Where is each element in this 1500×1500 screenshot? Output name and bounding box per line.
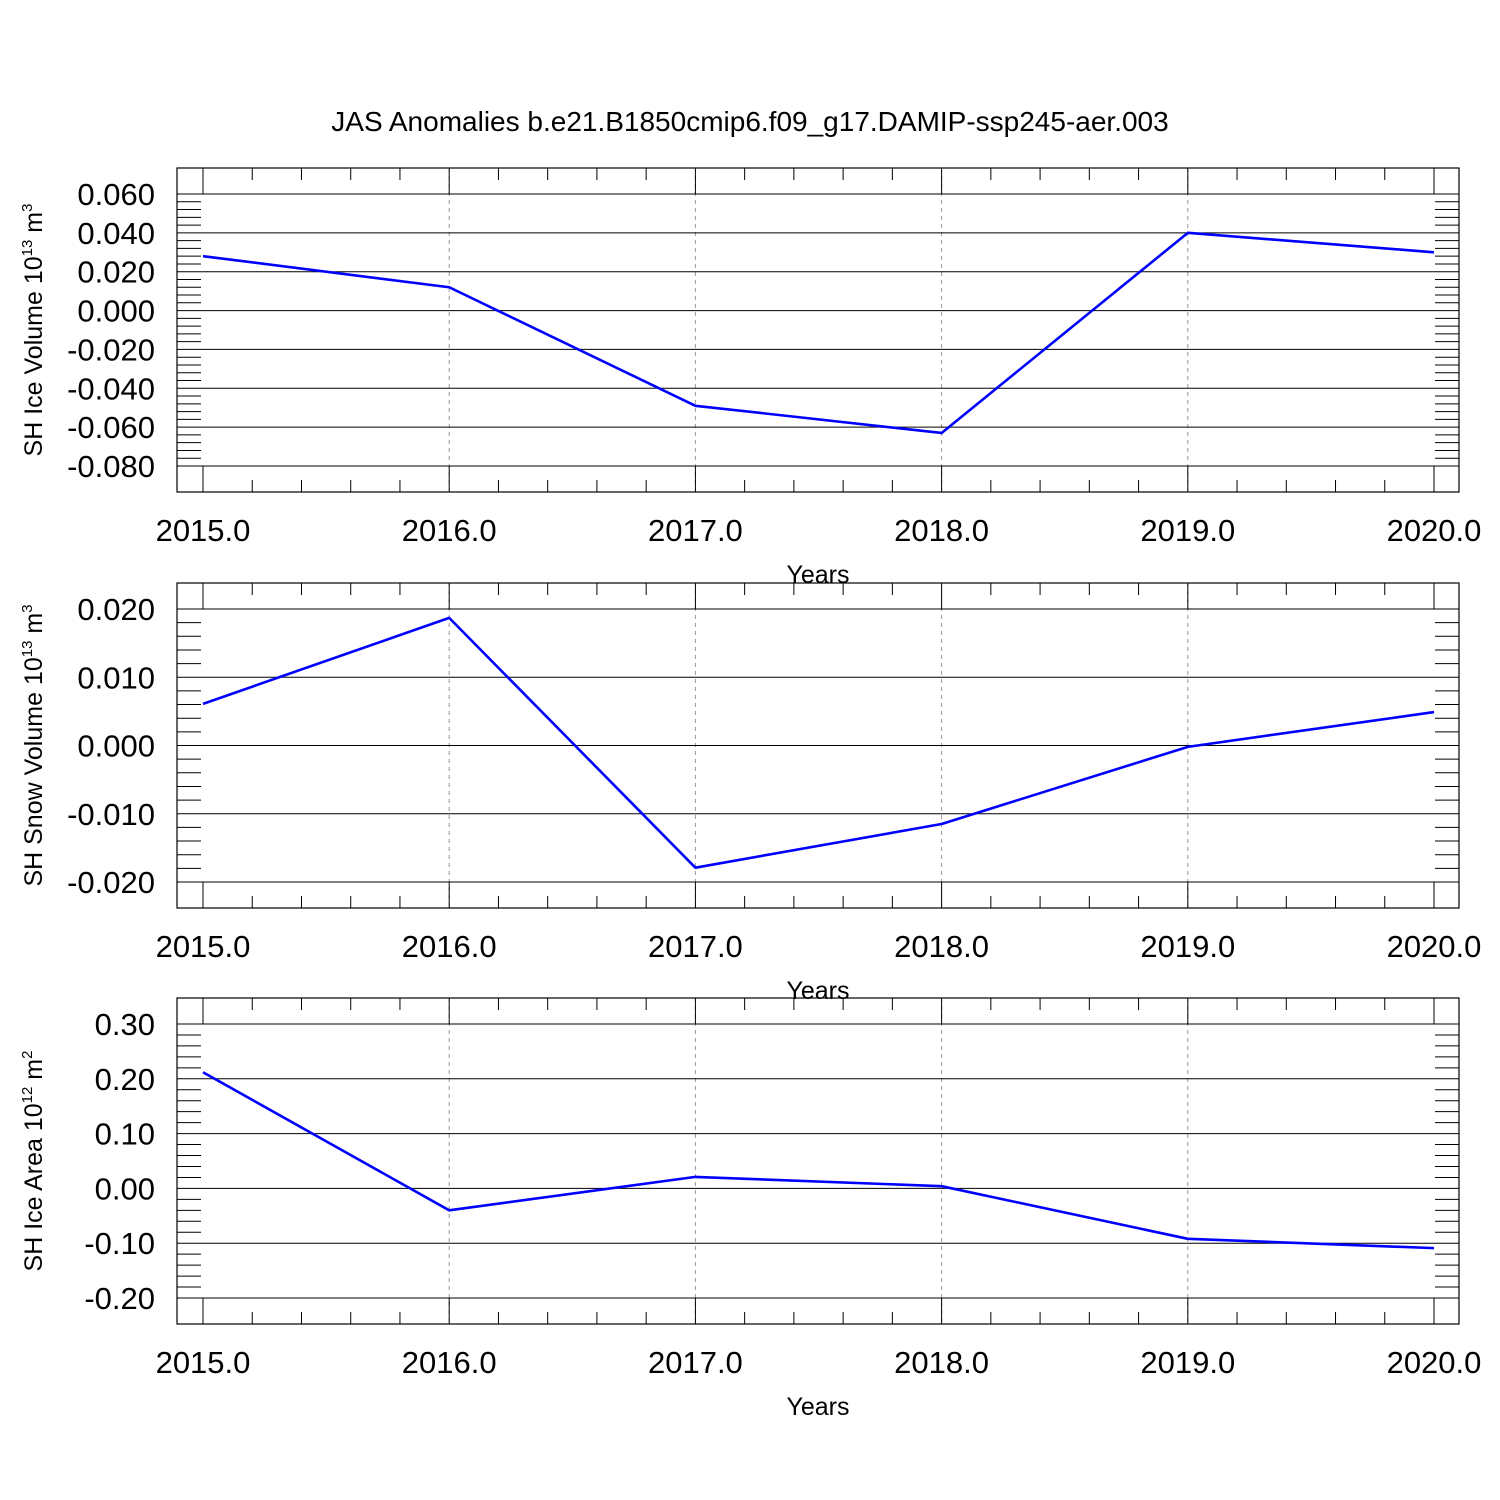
y-tick-label: -0.060 — [67, 410, 155, 445]
y-axis-label: SH Snow Volume 1013 m3 — [19, 604, 48, 886]
x-tick-label: 2016.0 — [402, 513, 497, 548]
y-tick-label: 0.020 — [77, 255, 155, 290]
x-tick-label: 2020.0 — [1387, 513, 1482, 548]
x-tick-label: 2020.0 — [1387, 929, 1482, 964]
y-tick-label: 0.10 — [95, 1117, 155, 1152]
series-line — [202, 231, 1435, 435]
plot-frame — [176, 997, 1460, 1325]
y-tick-label: -0.020 — [67, 865, 155, 900]
series-line — [202, 1071, 1435, 1250]
y-tick-label: 0.010 — [77, 660, 155, 695]
x-tick-label: 2017.0 — [648, 513, 743, 548]
x-axis-label: Years — [786, 1393, 849, 1421]
x-tick-label: 2019.0 — [1140, 513, 1235, 548]
y-axis-label: SH Ice Area 1012 m2 — [19, 1051, 48, 1272]
figure-title: JAS Anomalies b.e21.B1850cmip6.f09_g17.D… — [331, 106, 1168, 137]
panels: 0.0600.0400.0200.000-0.020-0.040-0.060-0… — [19, 167, 1482, 1421]
x-tick-label: 2015.0 — [156, 1345, 251, 1380]
y-tick-label: -0.020 — [67, 332, 155, 367]
y-tick-label: -0.20 — [84, 1281, 155, 1316]
y-axis-label: SH Ice Volume 1013 m3 — [19, 204, 48, 457]
x-tick-label: 2015.0 — [156, 513, 251, 548]
y-tick-label: 0.000 — [77, 294, 155, 329]
x-tick-label: 2017.0 — [648, 929, 743, 964]
y-tick-label: -0.10 — [84, 1226, 155, 1261]
x-tick-label: 2019.0 — [1140, 929, 1235, 964]
x-tick-label: 2018.0 — [894, 513, 989, 548]
x-tick-label: 2015.0 — [156, 929, 251, 964]
x-tick-label: 2020.0 — [1387, 1345, 1482, 1380]
y-tick-label: -0.040 — [67, 371, 155, 406]
y-tick-label: 0.00 — [95, 1171, 155, 1206]
y-tick-label: 0.20 — [95, 1062, 155, 1097]
y-tick-label: -0.080 — [67, 449, 155, 484]
x-axis-label: Years — [786, 977, 849, 1005]
y-tick-label: 0.040 — [77, 216, 155, 251]
x-axis-label: Years — [786, 561, 849, 589]
y-tick-label: 0.000 — [77, 729, 155, 764]
y-tick-label: 0.060 — [77, 177, 155, 212]
series-line — [202, 616, 1435, 869]
x-tick-label: 2016.0 — [402, 1345, 497, 1380]
y-tick-label: 0.30 — [95, 1007, 155, 1042]
plot-frame — [176, 167, 1460, 493]
y-tick-label: -0.010 — [67, 797, 155, 832]
chart-panel-1: 0.060 0.040 0.020 0.000-0.020 -0.040 -0.060 -0… — [19, 167, 1482, 589]
x-tick-label: 2016.0 — [402, 929, 497, 964]
x-tick-label: 2018.0 — [894, 929, 989, 964]
x-tick-label: 2019.0 — [1140, 1345, 1235, 1380]
x-tick-label: 2017.0 — [648, 1345, 743, 1380]
x-tick-label: 2018.0 — [894, 1345, 989, 1380]
y-tick-label: 0.020 — [77, 592, 155, 627]
